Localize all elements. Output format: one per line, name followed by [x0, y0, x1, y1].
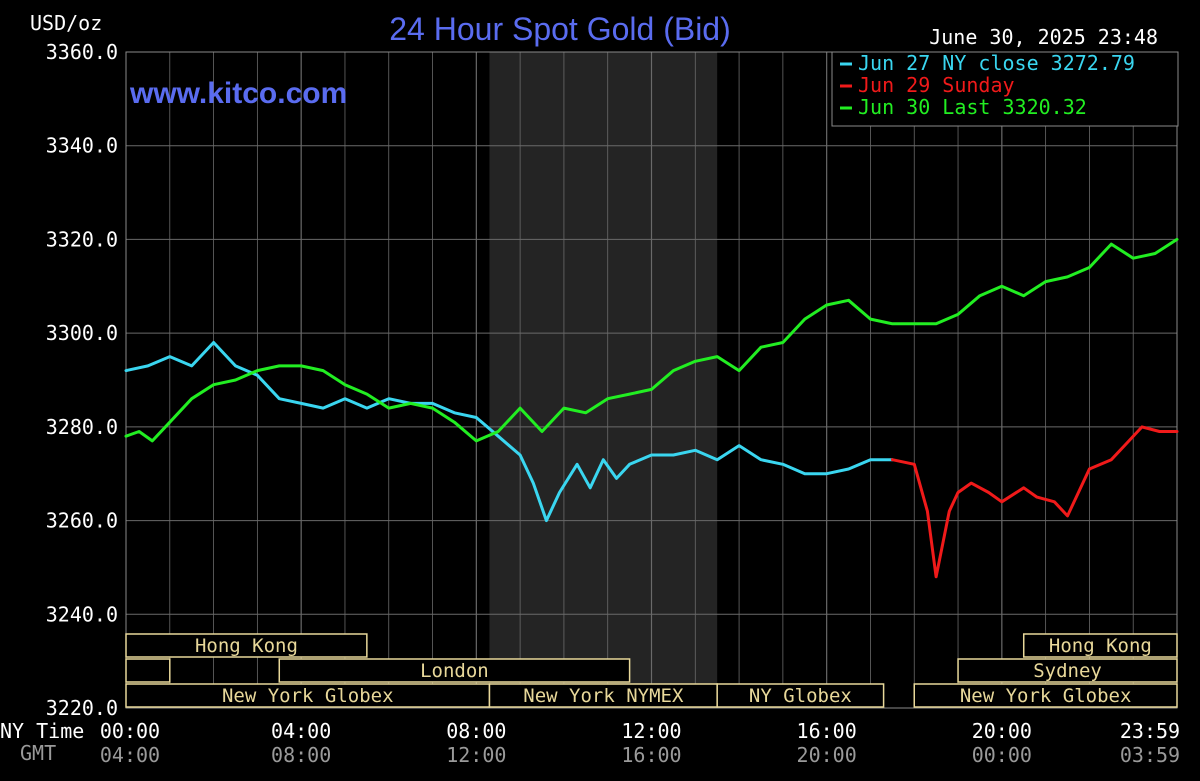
x-tick-gmt-label: 20:00	[797, 743, 857, 767]
session-bar	[957, 658, 1178, 683]
y-tick-label: 3340.0	[46, 134, 118, 158]
x-tick-gmt-label: 03:59	[1120, 743, 1180, 767]
session-label: New York NYMEX	[523, 685, 684, 707]
price-series	[124, 237, 1179, 579]
session-label: New York Globex	[960, 685, 1132, 707]
y-tick-label: 3360.0	[46, 40, 118, 64]
x-tick-ny-label: 08:00	[446, 719, 506, 743]
session-label: Sydney	[1033, 660, 1102, 682]
y-tick-label: 3280.0	[46, 415, 118, 439]
x-tick-ny-label: 00:00	[100, 719, 160, 743]
series-line-2	[890, 425, 1179, 579]
x-tick-gmt-label: 04:00	[100, 743, 160, 767]
session-label: New York Globex	[222, 685, 394, 707]
session-bar	[125, 633, 368, 658]
grid-lines	[126, 52, 1177, 708]
x-tick-ny-label: 23:59	[1120, 719, 1180, 743]
series-line-3	[124, 237, 1179, 443]
x-tick-gmt-label: 00:00	[972, 743, 1032, 767]
y-tick-label: 3320.0	[46, 227, 118, 251]
session-bar	[125, 658, 171, 683]
session-label: NY Globex	[749, 685, 852, 707]
timestamp: June 30, 2025 23:48	[929, 25, 1158, 49]
website-watermark: www.kitco.com	[129, 77, 347, 110]
x-axis-ticks: 00:0004:0004:0008:0008:0012:0012:0016:00…	[100, 719, 1180, 767]
session-bar	[913, 683, 1178, 708]
x-tick-ny-label: 16:00	[797, 719, 857, 743]
session-bar	[278, 658, 631, 683]
y-axis-label: USD/oz	[30, 11, 102, 35]
y-axis-ticks: 3360.0 3340.0 3320.0 3300.0 3280.0 3260.0 3240…	[46, 40, 118, 720]
x-tick-ny-label: 04:00	[271, 719, 331, 743]
x-tick-gmt-label: 16:00	[621, 743, 681, 767]
nymex-session-shade	[489, 52, 718, 708]
x-tick-gmt-label: 12:00	[446, 743, 506, 767]
session-label: London	[420, 660, 489, 682]
y-tick-label: 3220.0	[46, 696, 118, 720]
legend-box	[831, 51, 1179, 127]
session-bar	[716, 683, 885, 708]
gmt-row-label: GMT	[20, 741, 56, 765]
plot-frame	[125, 51, 1178, 709]
session-bar	[1022, 633, 1178, 658]
x-tick-ny-label: 20:00	[972, 719, 1032, 743]
legend-entry-1: Jun 27 NY close 3272.79	[858, 51, 1135, 75]
y-tick-label: 3300.0	[46, 321, 118, 345]
legend-entry-3: Jun 30 Last 3320.32	[858, 95, 1087, 119]
series-line-1	[124, 341, 894, 523]
session-label: Hong Kong	[195, 635, 298, 657]
legend-entry-2: Jun 29 Sunday	[858, 73, 1015, 97]
x-tick-ny-label: 12:00	[621, 719, 681, 743]
x-tick-gmt-label: 08:00	[271, 743, 331, 767]
y-tick-label: 3240.0	[46, 602, 118, 626]
chart-title: 24 Hour Spot Gold (Bid)	[389, 11, 731, 47]
trading-sessions: Hong Kong London New York Globex New York N…	[125, 633, 1178, 708]
ny-time-row-label: NY Time	[0, 719, 84, 743]
y-tick-label: 3260.0	[46, 509, 118, 533]
session-label: Hong Kong	[1049, 635, 1152, 657]
